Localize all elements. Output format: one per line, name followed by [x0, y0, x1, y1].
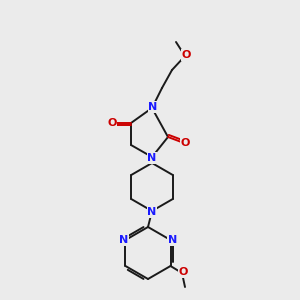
- Text: N: N: [147, 207, 157, 217]
- Text: O: O: [178, 267, 188, 277]
- Text: N: N: [168, 235, 177, 245]
- Text: N: N: [147, 153, 157, 163]
- Text: N: N: [119, 235, 128, 245]
- Text: O: O: [181, 50, 191, 60]
- Text: O: O: [178, 267, 188, 277]
- Text: N: N: [168, 235, 177, 245]
- Text: O: O: [180, 138, 190, 148]
- Text: O: O: [180, 138, 190, 148]
- Text: N: N: [147, 207, 157, 217]
- Text: O: O: [181, 50, 191, 60]
- Text: O: O: [107, 118, 117, 128]
- Text: N: N: [119, 235, 128, 245]
- Text: O: O: [107, 118, 117, 128]
- Text: N: N: [148, 102, 158, 112]
- Text: N: N: [148, 102, 158, 112]
- Text: N: N: [147, 153, 157, 163]
